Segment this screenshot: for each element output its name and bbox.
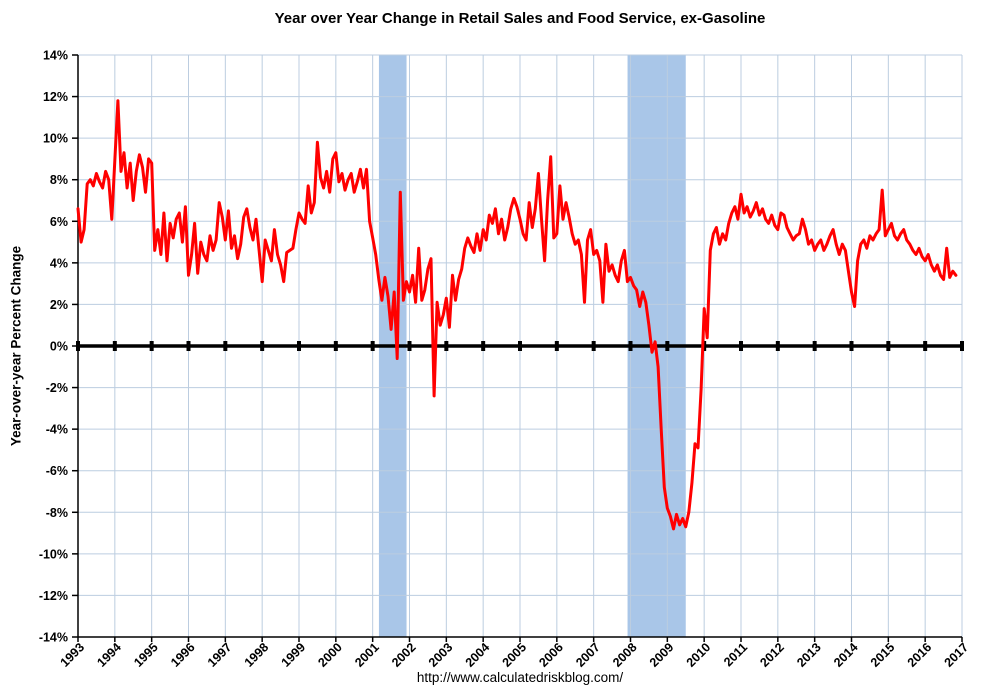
y-tick-label: -2% [46,381,68,395]
zero-line-marker [223,341,228,351]
x-tick-label: 2006 [536,640,566,670]
zero-line-marker [76,341,80,351]
x-tick-label: 2012 [757,640,787,670]
zero-line-marker [960,341,964,351]
x-tick-label: 1999 [279,640,309,670]
x-tick-label: 2016 [905,640,935,670]
y-tick-label: 8% [50,173,68,187]
x-tick-label: 1993 [58,640,88,670]
y-tick-label: 2% [50,298,68,312]
x-tick-label: 2009 [647,640,677,670]
x-tick-label: 2011 [721,640,750,669]
zero-line-marker [297,341,301,351]
y-tick-label: -10% [39,547,68,561]
x-tick-label: 1998 [242,640,272,670]
x-tick-label: 2013 [794,640,824,670]
x-tick-label: 1997 [205,640,235,670]
y-tick-label: 10% [43,132,68,146]
zero-line-marker [812,341,817,351]
zero-line-marker [628,341,633,351]
chart-title: Year over Year Change in Retail Sales an… [274,10,766,27]
zero-line-marker [333,341,338,351]
x-tick-label: 2005 [500,640,530,670]
source-url: http://www.calculatedriskblog.com/ [416,670,624,685]
x-tick-label: 2007 [573,640,603,670]
zero-line-marker [923,341,928,351]
y-tick-label: -14% [39,631,68,645]
x-tick-label: 1995 [131,640,161,670]
zero-line-marker [739,341,743,351]
y-tick-label: -4% [46,423,68,437]
y-tick-label: -6% [46,464,68,478]
zero-line-marker [407,341,412,351]
x-tick-label: 2015 [868,640,898,670]
series-line [76,99,958,531]
x-tick-label: 2014 [831,640,861,670]
zero-line-marker [370,341,375,351]
zero-line-marker [849,341,854,351]
zero-line-marker [886,341,891,351]
y-tick-label: 4% [50,256,68,270]
x-tick-label: 2003 [426,640,456,670]
x-tick-label: 2008 [610,640,640,670]
zero-line-marker [444,341,449,351]
zero-line-marker [591,341,596,351]
y-tick-label: 12% [43,90,68,104]
zero-line-marker [665,341,670,351]
zero-line-marker [554,341,559,351]
zero-line-marker [518,341,522,351]
zero-line-marker [775,341,780,351]
x-tick-label: 2004 [463,640,493,670]
x-tick-label: 2001 [352,640,382,670]
zero-line-marker [112,341,117,351]
x-tick-label: 2002 [389,640,419,670]
y-tick-label: 14% [43,49,68,63]
x-tick-label: 2017 [942,640,972,670]
y-tick-label: -12% [39,589,68,603]
x-tick-label: 1996 [168,640,198,670]
zero-line-marker [149,341,154,351]
x-tick-label: 1994 [94,640,124,670]
zero-line-marker [260,341,265,351]
y-axis-label: Year-over-year Percent Change [8,245,24,447]
y-tick-label: 0% [50,340,68,354]
y-tick-label: 6% [50,215,68,229]
zero-line-marker [481,341,486,351]
zero-line-marker [186,341,191,351]
x-tick-label: 2000 [315,640,345,670]
y-tick-label: -8% [46,506,68,520]
x-tick-label: 2010 [684,640,714,670]
